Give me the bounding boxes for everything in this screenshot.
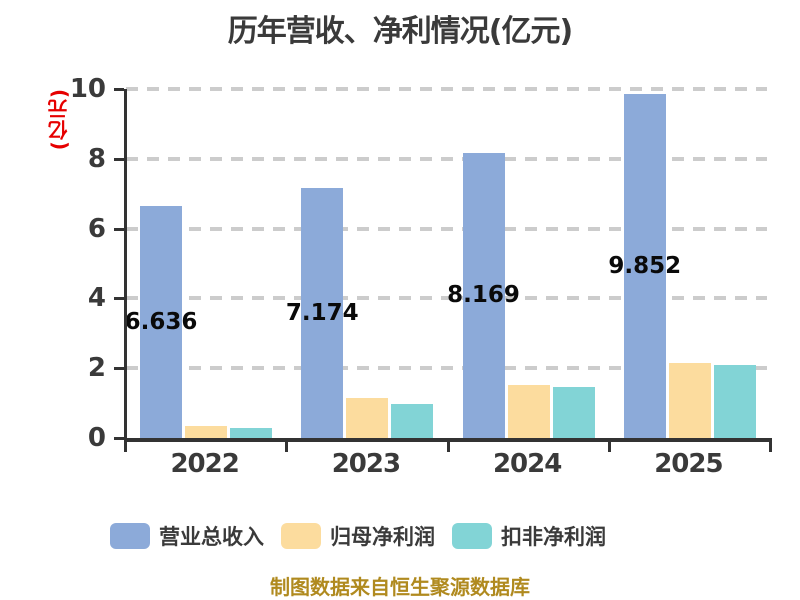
x-tick-label: 2025: [654, 449, 723, 479]
gridline: [126, 87, 767, 91]
chart-title: 历年营收、净利情况(亿元): [227, 14, 573, 49]
y-tick: [114, 437, 124, 440]
legend-swatch: [110, 523, 150, 549]
bar-2022-series3: [230, 427, 272, 438]
legend-item: 营业总收入: [110, 521, 264, 551]
bar-2024-series2: [507, 385, 550, 438]
y-axis-spine: [124, 89, 127, 442]
legend-label: 归母净利润: [330, 525, 435, 549]
gridline: [126, 156, 767, 161]
x-tick-label: 2023: [331, 449, 401, 479]
legend-item: 归母净利润: [281, 521, 435, 551]
x-tick: [446, 442, 450, 452]
y-tick: [114, 297, 124, 301]
bar-value-label: 8.169: [447, 282, 520, 309]
bar-2025-series1: [623, 94, 666, 438]
gridline: [126, 366, 767, 371]
legend: 营业总收入 归母净利润 扣非净利润: [110, 521, 606, 551]
bar-2024-series3: [552, 387, 595, 438]
bar-value-label: 6.636: [124, 309, 198, 336]
legend-item: 扣非净利润: [452, 521, 606, 551]
bar-2025-series2: [668, 362, 711, 438]
y-tick: [114, 227, 124, 231]
plot-area: 6.636 7.174 8.169 9.852: [124, 87, 769, 438]
bar-2023-series2: [346, 398, 389, 438]
x-axis-line: [124, 438, 772, 442]
bar-2024-series1: [462, 152, 505, 438]
y-tick-label: 6: [87, 213, 106, 244]
x-tick: [769, 442, 772, 452]
source-note: 制图数据来自恒生聚源数据库: [270, 575, 530, 599]
y-tick-label: 2: [87, 353, 106, 384]
bar-value-label: 7.174: [285, 299, 359, 326]
y-tick: [114, 88, 124, 91]
x-tick: [607, 442, 611, 452]
bar-value-label: 9.852: [608, 253, 682, 280]
legend-swatch: [281, 523, 321, 549]
legend-swatch: [452, 523, 492, 549]
gridline: [126, 296, 767, 301]
bar-2022-series2: [185, 426, 227, 438]
legend-label: 扣非净利润: [501, 525, 606, 549]
bar-2022-series1: [140, 206, 182, 438]
y-tick: [114, 157, 124, 161]
y-tick-label: 0: [87, 423, 106, 453]
x-tick: [285, 442, 289, 452]
legend-label: 营业总收入: [159, 525, 264, 549]
x-tick-label: 2024: [492, 449, 562, 479]
x-tick-label: 2022: [170, 449, 239, 479]
y-tick-label: 4: [87, 283, 106, 314]
gridline: [126, 226, 767, 231]
x-tick: [124, 442, 127, 452]
y-tick: [114, 367, 124, 371]
y-tick-label: 8: [87, 143, 106, 174]
bar-2023-series3: [391, 403, 434, 438]
y-tick-label: 10: [69, 74, 106, 104]
bar-2023-series1: [301, 187, 344, 438]
bar-2025-series3: [713, 364, 756, 438]
